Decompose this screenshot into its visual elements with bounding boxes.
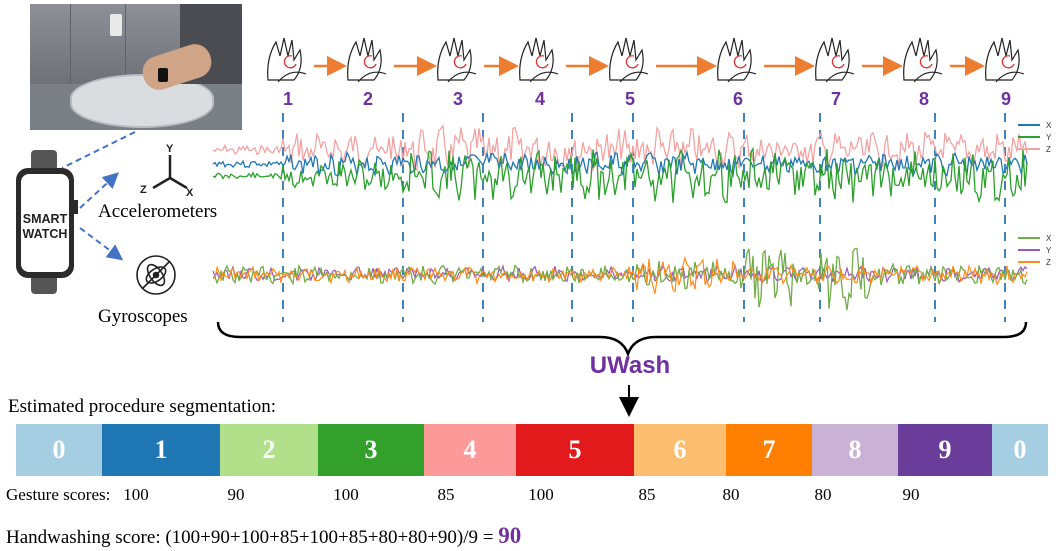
legend-label-x: X <box>1046 121 1052 130</box>
handwashing-score-row: Handwashing score: (100+90+100+85+100+85… <box>6 523 521 549</box>
accel-x-series <box>212 149 1028 179</box>
gesture-number-9: 9 <box>1000 89 1011 109</box>
segmentation-title: Estimated procedure segmentation <box>8 396 271 417</box>
legend-label-x: X <box>1046 234 1052 243</box>
gesture-score-1: 100 <box>123 485 149 504</box>
hand-icon-2 <box>347 37 387 83</box>
segment-label: 8 <box>848 435 862 464</box>
gesture-number-1: 1 <box>282 89 293 109</box>
segment-1: 1 <box>102 424 220 476</box>
axes-icon <box>152 155 188 190</box>
axis-z-label: Z <box>140 184 147 196</box>
curly-brace <box>216 321 1028 358</box>
hand-icon-6 <box>717 37 757 83</box>
segment-label: 5 <box>568 435 582 464</box>
segment-label: 2 <box>262 435 276 464</box>
gesture-score-4: 85 <box>437 485 455 504</box>
segment-label: 3 <box>364 435 378 464</box>
gesture-scores-label: Gesture scores: <box>6 485 111 504</box>
hand-gesture-icons <box>267 37 1025 83</box>
segmentation-bar: 0 1 2 3 4 5 6 7 8 9 0 <box>16 424 1048 476</box>
gesture-score-8: 80 <box>814 485 832 504</box>
hand-icon-3 <box>437 37 477 83</box>
handwashing-label: Handwashing score: <box>6 527 161 548</box>
hand-icon-5 <box>609 37 649 83</box>
hand-icon-1 <box>267 37 307 83</box>
segment-8: 8 <box>812 424 898 476</box>
watch-to-gyro-arrow <box>79 227 124 261</box>
gyroscope-signals <box>212 247 1028 311</box>
segment-label: 0 <box>52 435 66 464</box>
segment-label: 4 <box>463 435 477 464</box>
gesture-score-9: 90 <box>902 485 920 504</box>
legend-label-y: Y <box>1046 246 1052 255</box>
segment-7: 7 <box>726 424 812 476</box>
handwashing-formula: (100+90+100+85+100+85+80+80+90)/9 = <box>165 527 494 548</box>
gyro-x-series <box>212 247 1028 311</box>
segment-label: 7 <box>762 435 776 464</box>
segment-dashed-lines <box>282 113 1006 322</box>
gesture-score-5: 100 <box>528 485 554 504</box>
segment-label: 1 <box>154 435 168 464</box>
segment-3: 3 <box>318 424 424 476</box>
gyro-z-series <box>212 255 1028 294</box>
segment-10: 0 <box>992 424 1048 476</box>
gesture-number-5: 5 <box>624 89 635 109</box>
hand-icon-7 <box>815 37 855 83</box>
hand-icon-8 <box>903 37 943 83</box>
accel-z-series <box>212 124 1028 175</box>
legend-label-y: Y <box>1046 133 1052 142</box>
handwashing-photo <box>30 4 242 130</box>
gesture-number-8: 8 <box>918 89 929 109</box>
watch-to-accel-arrow <box>79 172 119 209</box>
legend-label-z: Z <box>1046 145 1051 154</box>
accelerometer-signals <box>212 124 1028 204</box>
gyroscopes-label: Gyroscopes <box>98 306 188 327</box>
legend-label-z: Z <box>1046 258 1051 267</box>
axis-x-label: X <box>186 187 194 199</box>
gesture-number-6: 6 <box>732 89 743 109</box>
segment-label: 6 <box>673 435 687 464</box>
gesture-score-7: 80 <box>722 485 740 504</box>
segmentation-title-row: Estimated procedure segmentation: <box>8 396 276 418</box>
segment-5: 5 <box>516 424 634 476</box>
gyroscope-icon <box>136 255 176 295</box>
segment-label: 0 <box>1013 435 1027 464</box>
segment-9: 9 <box>898 424 992 476</box>
axis-y-label: Y <box>166 143 174 155</box>
hand-icon-4 <box>519 37 559 83</box>
gesture-number-7: 7 <box>830 89 841 109</box>
accelerometers-label: Accelerometers <box>98 201 217 222</box>
gesture-number-2: 2 <box>362 89 373 109</box>
smartwatch-label-line1: SMART <box>23 212 68 226</box>
gesture-score-2: 90 <box>227 485 245 504</box>
segmentation-colon: : <box>270 396 277 417</box>
gesture-score-6: 85 <box>638 485 656 504</box>
handwashing-result: 90 <box>498 523 522 548</box>
segment-0: 0 <box>16 424 102 476</box>
uwash-label: UWash <box>589 352 671 379</box>
gyroscope-legend: XYZ <box>1018 234 1052 267</box>
segment-2: 2 <box>220 424 318 476</box>
segment-label: 9 <box>938 435 952 464</box>
smartwatch-icon <box>16 150 78 294</box>
segment-4: 4 <box>424 424 516 476</box>
gesture-number-3: 3 <box>452 89 463 109</box>
accelerometer-legend: XYZ <box>1018 121 1052 154</box>
photo-to-watch-arrow <box>61 131 136 169</box>
gesture-number-4: 4 <box>534 89 545 109</box>
gesture-score-3: 100 <box>333 485 359 504</box>
segment-6: 6 <box>634 424 726 476</box>
accel-y-series <box>212 146 1028 204</box>
hand-icon-9 <box>985 37 1025 83</box>
smartwatch-label-line2: WATCH <box>23 227 68 241</box>
